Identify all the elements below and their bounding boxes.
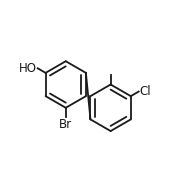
Text: Cl: Cl <box>139 85 151 98</box>
Text: Br: Br <box>59 118 72 131</box>
Text: HO: HO <box>19 62 37 75</box>
